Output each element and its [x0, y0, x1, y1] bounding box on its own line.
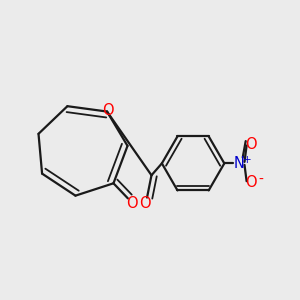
Text: O: O: [245, 175, 257, 190]
Text: O: O: [139, 196, 151, 211]
Text: N: N: [234, 156, 244, 171]
Text: O: O: [127, 196, 138, 211]
Text: O: O: [245, 136, 257, 152]
Text: O: O: [102, 103, 113, 118]
Text: +: +: [243, 155, 252, 165]
Text: -: -: [258, 173, 263, 187]
